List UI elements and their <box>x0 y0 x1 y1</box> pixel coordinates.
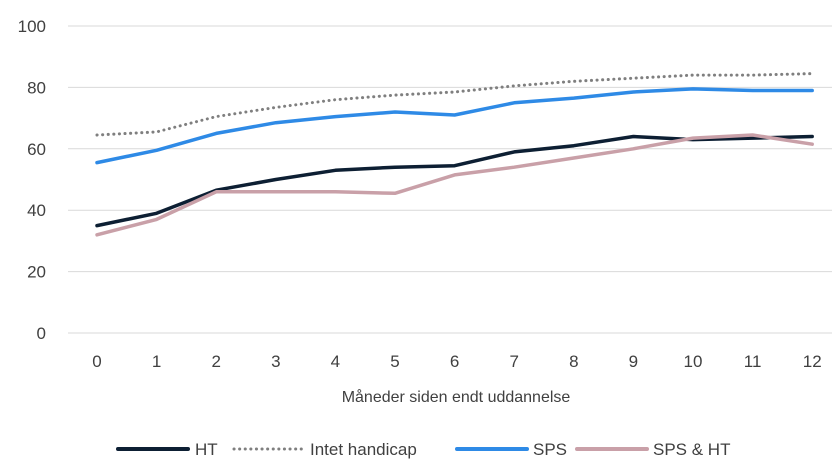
x-tick-label: 4 <box>331 352 340 371</box>
y-tick-label: 60 <box>27 140 46 159</box>
gridlines <box>68 25 832 334</box>
legend-label: Intet handicap <box>310 440 417 459</box>
x-tick-label: 12 <box>803 352 822 371</box>
x-tick-label: 8 <box>569 352 578 371</box>
series-lines <box>95 72 814 237</box>
legend-label: SPS & HT <box>653 440 730 459</box>
y-tick-label: 80 <box>27 78 46 97</box>
x-tick-label: 6 <box>450 352 459 371</box>
x-tick-label: 3 <box>271 352 280 371</box>
x-tick-label: 2 <box>211 352 220 371</box>
x-axis-ticks: 0 1 2 3 4 5 6 7 8 9 10 11 12 <box>92 352 821 371</box>
y-tick-label: 20 <box>27 263 46 282</box>
x-tick-label: 7 <box>509 352 518 371</box>
x-axis-title: Måneder siden endt uddannelse <box>342 388 571 406</box>
legend-label: SPS <box>533 440 567 459</box>
x-tick-label: 1 <box>152 352 161 371</box>
y-axis-ticks: 0 20 40 60 80 100 <box>18 17 46 343</box>
x-tick-label: 0 <box>92 352 101 371</box>
series-line-sps <box>95 87 814 165</box>
x-tick-label: 11 <box>744 352 762 371</box>
series-line-ht <box>95 134 814 228</box>
y-tick-label: 0 <box>37 324 46 343</box>
x-tick-label: 9 <box>629 352 638 371</box>
legend-label: HT <box>195 440 218 459</box>
legend: HT Intet handicap SPS SPS & HT <box>116 440 730 459</box>
y-tick-label: 100 <box>18 17 46 36</box>
series-line-sps-ht <box>95 133 814 237</box>
y-tick-label: 40 <box>27 201 46 220</box>
series-line-intet-handicap <box>95 72 814 137</box>
x-tick-label: 5 <box>390 352 399 371</box>
x-tick-label: 10 <box>684 352 703 371</box>
